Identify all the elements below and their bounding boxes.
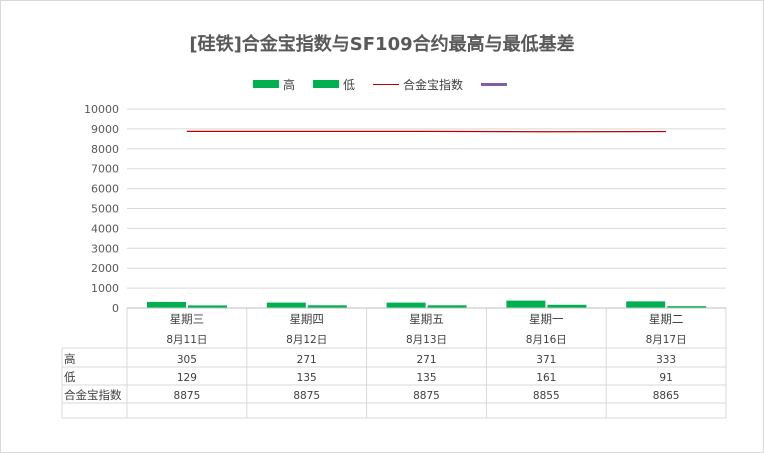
table-cell-value: 8875 [293,390,320,402]
bar-low [547,304,587,308]
table-cell-value: 371 [536,354,556,366]
x-date-label: 8月16日 [526,334,567,346]
bar-low [667,306,707,308]
legend-item-low: 低 [312,76,355,93]
table-cell-value: 271 [416,354,436,366]
legend-label-low: 低 [342,77,355,92]
table-row-label: 高 [64,352,76,366]
legend-swatch-purple [481,82,508,86]
y-tick-label: 6000 [91,183,119,196]
legend-swatch-low [312,80,339,88]
y-tick-label: 9000 [91,123,119,136]
x-category-label: 星期五 [409,312,444,326]
legend-swatch-index [373,83,399,85]
y-tick-label: 1000 [91,282,119,295]
bar-high [626,301,666,308]
table-cell-value: 91 [659,372,672,384]
x-date-label: 8月12日 [286,334,327,346]
y-tick-label: 5000 [91,203,119,216]
table-cell-value: 129 [177,372,197,384]
table-cell-value: 271 [297,354,317,366]
table-cell-value: 305 [177,354,197,366]
bar-high [266,302,306,308]
x-category-label: 星期一 [529,312,564,326]
legend-label-index: 合金宝指数 [403,77,464,92]
y-tick-label: 3000 [91,242,119,255]
y-tick-label: 7000 [91,163,119,176]
table-cell-value: 333 [656,354,676,366]
bar-high [147,301,186,308]
legend-item-high: 高 [252,76,295,93]
table-row-label: 低 [64,370,76,384]
legend-item-index: 合金宝指数 [373,76,463,93]
chart-legend: 高 低 合金宝指数 [0,76,764,92]
chart-title: [硅铁]合金宝指数与SF109合约最高与最低基差 [189,34,575,55]
legend-item-purple [481,82,511,86]
table-cell-value: 8875 [174,390,201,402]
x-category-label: 星期二 [649,312,684,326]
table-row-label: 合金宝指数 [64,388,122,402]
table-cell-value: 8855 [533,390,560,402]
y-tick-label: 4000 [91,222,119,235]
bar-low [188,305,227,308]
y-tick-label: 0 [112,302,119,315]
legend-swatch-high [252,80,279,88]
x-category-label: 星期三 [170,312,205,326]
x-date-label: 8月11日 [166,334,207,346]
y-tick-label: 8000 [91,143,119,156]
x-category-label: 星期四 [289,312,324,326]
legend-label-high: 高 [282,77,295,92]
x-date-label: 8月13日 [406,334,447,346]
bar-low [427,305,467,308]
bar-high [506,300,546,308]
x-date-label: 8月17日 [646,334,687,346]
bar-high [386,302,426,308]
table-cell-value: 8875 [413,390,440,402]
table-cell-value: 8865 [653,390,680,402]
bar-low [307,305,347,308]
table-cell-value: 161 [536,372,556,384]
table-cell-value: 135 [416,372,436,384]
y-tick-label: 2000 [91,262,119,275]
y-tick-label: 10000 [84,103,119,116]
table-cell-value: 135 [297,372,317,384]
